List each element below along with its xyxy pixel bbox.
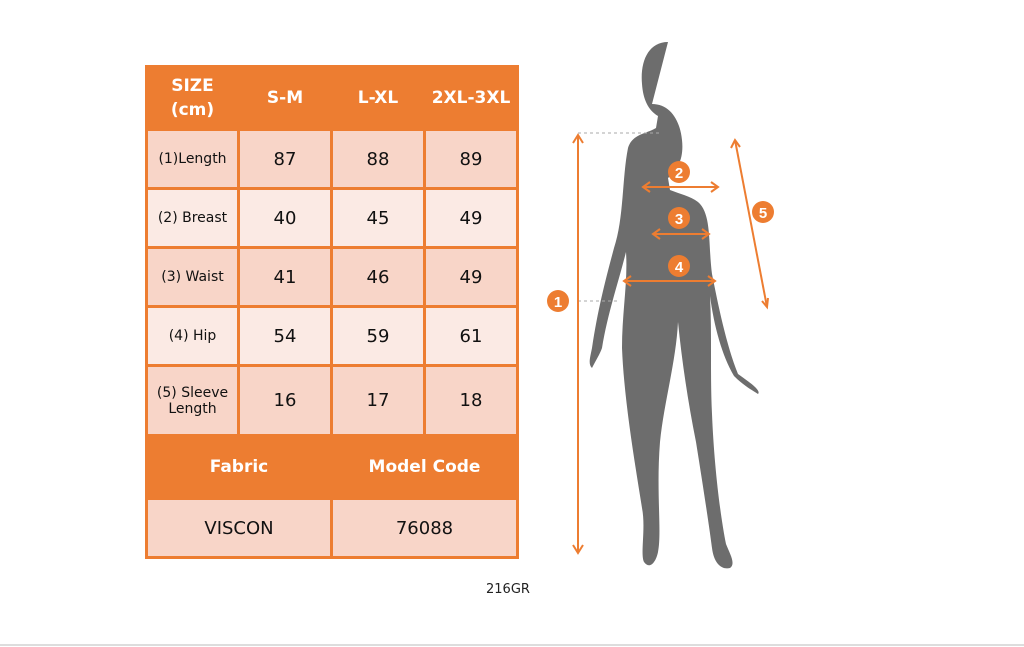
cell: 87 <box>237 128 333 190</box>
cell: 41 <box>237 246 333 308</box>
size-s-m-header: S-M <box>237 65 333 131</box>
size-l-xl-header: L-XL <box>330 65 426 131</box>
marker-5-label: 5 <box>759 205 767 222</box>
row-label: (3) Waist <box>145 246 240 308</box>
body-silhouette-figure: 1 2 3 4 5 <box>547 42 774 569</box>
cell: 49 <box>423 246 519 308</box>
row-label: (4) Hip <box>145 305 240 367</box>
table-row: (1)Length 87 88 89 <box>145 128 519 190</box>
measure-arrows <box>572 133 769 555</box>
cell: 46 <box>330 246 426 308</box>
size-chart-table: SIZE (cm) S-M L-XL 2XL-3XL (1)Length 87 88… <box>145 65 519 559</box>
table-row: (3) Waist 41 46 49 <box>145 246 519 308</box>
marker-3-label: 3 <box>675 211 683 228</box>
marker-2 <box>668 161 690 183</box>
fabric-row: VISCON 76088 <box>145 497 519 559</box>
marker-1 <box>547 290 569 312</box>
cell: 40 <box>237 187 333 249</box>
fabric-header: Fabric <box>145 434 333 500</box>
model-code-header: Model Code <box>330 434 519 500</box>
cell: 17 <box>330 364 426 437</box>
cell: 59 <box>330 305 426 367</box>
marker-badges <box>547 161 774 312</box>
size-header: SIZE (cm) <box>145 65 240 131</box>
marker-5 <box>752 201 774 223</box>
fabric-header-row: Fabric Model Code <box>145 434 519 500</box>
header-row: SIZE (cm) S-M L-XL 2XL-3XL <box>145 65 519 131</box>
cell: 54 <box>237 305 333 367</box>
cell: 89 <box>423 128 519 190</box>
cell: 49 <box>423 187 519 249</box>
row-label: (2) Breast <box>145 187 240 249</box>
cell: 16 <box>237 364 333 437</box>
product-code: 216GR <box>486 582 530 597</box>
marker-1-label: 1 <box>554 294 562 311</box>
row-label: (5) Sleeve Length <box>145 364 240 437</box>
cell: 45 <box>330 187 426 249</box>
row-label: (1)Length <box>145 128 240 190</box>
cell: 88 <box>330 128 426 190</box>
cell: 18 <box>423 364 519 437</box>
cell: 61 <box>423 305 519 367</box>
table-row: (5) Sleeve Length 16 17 18 <box>145 364 519 437</box>
marker-2-label: 2 <box>675 165 683 182</box>
silhouette <box>589 42 759 569</box>
marker-4-label: 4 <box>675 259 684 276</box>
size-2xl-3xl-header: 2XL-3XL <box>423 65 519 131</box>
fabric-value: VISCON <box>145 497 333 559</box>
table-row: (4) Hip 54 59 61 <box>145 305 519 367</box>
model-code-value: 76088 <box>330 497 519 559</box>
table-row: (2) Breast 40 45 49 <box>145 187 519 249</box>
marker-3 <box>668 207 690 229</box>
marker-4 <box>668 255 690 277</box>
bottom-divider <box>0 644 1024 646</box>
